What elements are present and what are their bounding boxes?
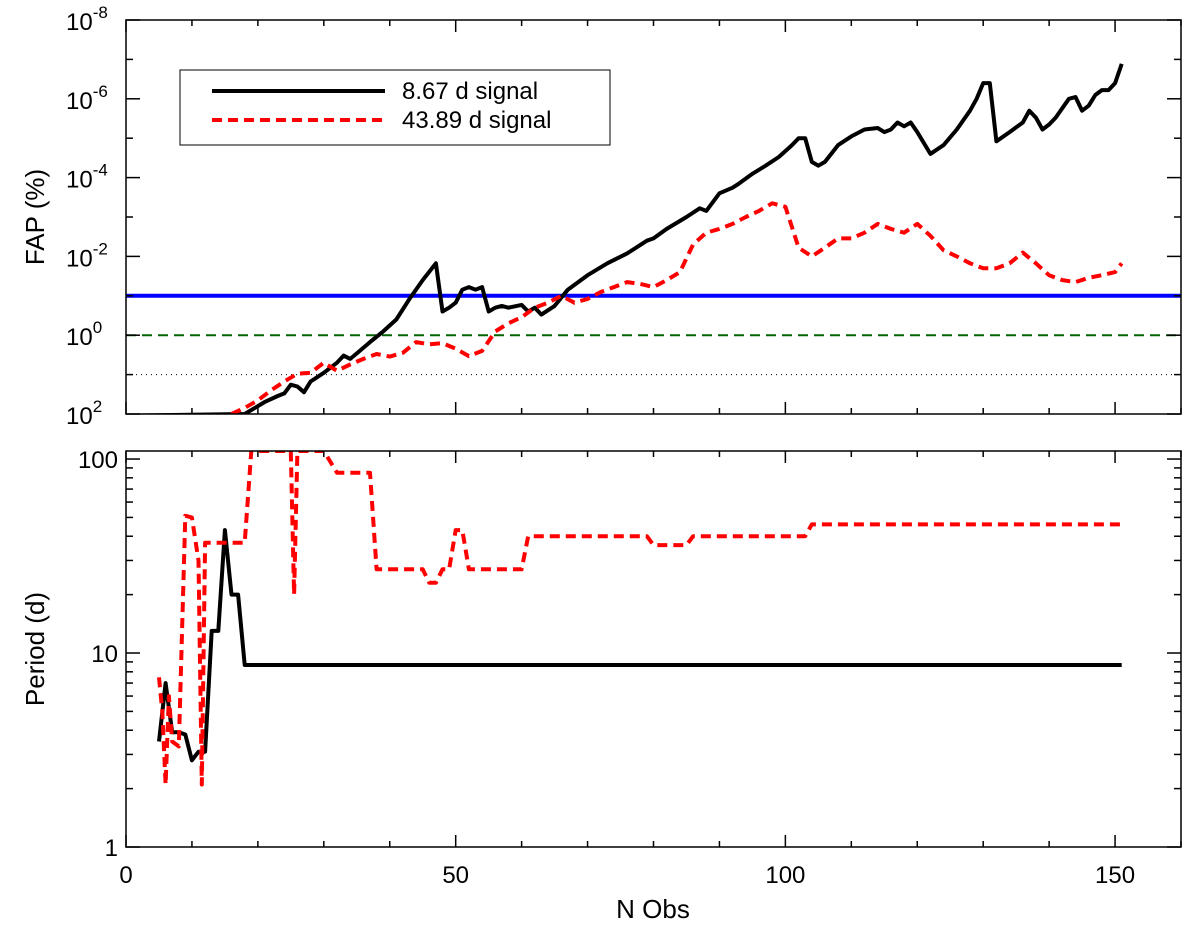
fap-y-tick-label: 102 (66, 397, 102, 430)
fap-y-tick-label: 10-4 (66, 161, 108, 194)
fap-plot-area (126, 63, 1181, 414)
fap-y-tick-label: 10-2 (66, 239, 108, 272)
period-plot-area (157, 451, 1122, 787)
fap-y-axis-label: FAP (%) (20, 169, 50, 265)
fap-y-tick-label: 100 (66, 318, 102, 351)
fap-ticks: 102 100 10-2 10-4 10-6 10-8 (66, 3, 1182, 430)
legend-box (179, 69, 611, 146)
x-tick-label: 150 (1095, 862, 1135, 889)
period-plot-frame (125, 450, 1182, 848)
period-series-1 (157, 451, 1122, 787)
fap-panel: 102 100 10-2 10-4 10-6 10-8 FAP (%) (20, 3, 1182, 430)
period-y-axis-label: Period (d) (20, 592, 50, 706)
fap-y-tick-label: 10-6 (66, 82, 108, 115)
period-y-tick-label: 100 (78, 447, 118, 474)
legend-label-43-89: 43.89 d signal (402, 107, 551, 134)
period-y-tick-label: 1 (105, 835, 118, 862)
period-panel: 0 50 100 150 1 10 100 Period (d) N Obs (20, 447, 1182, 924)
legend-label-8-67: 8.67 d signal (402, 78, 538, 105)
fap-y-tick-label: 10-8 (66, 3, 108, 36)
x-tick-label: 100 (765, 862, 805, 889)
fap-series-1 (230, 201, 1124, 414)
x-tick-label: 50 (442, 862, 469, 889)
x-axis-label: N Obs (616, 894, 690, 924)
fap-series-0 (126, 63, 1124, 414)
period-ticks: 0 50 100 150 1 10 100 (78, 447, 1182, 889)
x-tick-label: 0 (119, 862, 132, 889)
legend: 8.67 d signal 43.89 d signal (179, 69, 611, 146)
period-series-0 (157, 528, 1122, 763)
period-y-tick-label: 10 (91, 641, 118, 668)
